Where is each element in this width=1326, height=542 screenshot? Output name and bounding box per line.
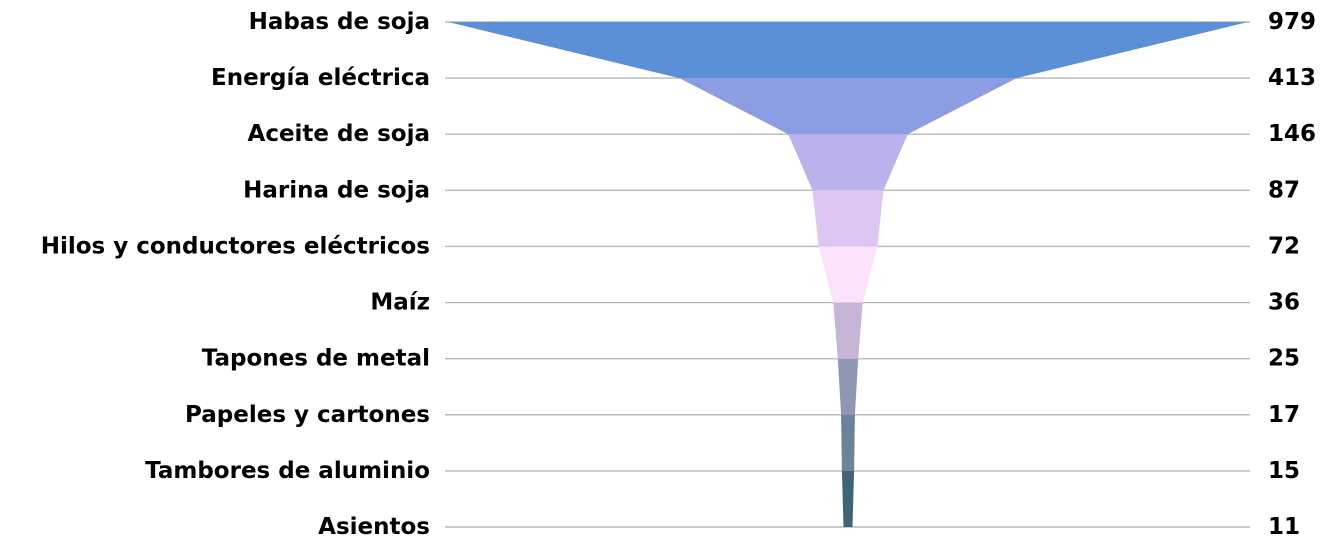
value-label: 87 <box>1268 177 1300 203</box>
value-label: 36 <box>1268 290 1300 316</box>
funnel-segment <box>448 22 1248 79</box>
value-label: 17 <box>1268 402 1300 428</box>
funnel-segment <box>841 414 855 471</box>
funnel-segment <box>679 78 1017 135</box>
value-label: 25 <box>1268 346 1300 372</box>
funnel-segment <box>818 246 878 303</box>
funnel-segment <box>788 134 908 191</box>
category-label: Hilos y conductores eléctricos <box>41 233 430 259</box>
value-labels: 979 413 146 87 72 36 25 17 15 11 <box>1268 9 1316 540</box>
category-label: Energía eléctrica <box>211 65 430 91</box>
category-label: Tapones de metal <box>202 346 430 372</box>
funnel-segment <box>833 302 863 359</box>
category-label: Asientos <box>318 514 430 540</box>
category-label: Harina de soja <box>243 177 430 203</box>
value-label: 979 <box>1268 9 1316 35</box>
value-label: 146 <box>1268 121 1316 147</box>
value-label: 413 <box>1268 65 1316 91</box>
category-label: Tambores de aluminio <box>145 458 430 484</box>
value-label: 72 <box>1268 233 1300 259</box>
category-label: Habas de soja <box>249 9 430 35</box>
funnel-segment <box>812 190 884 247</box>
funnel-segment <box>837 358 859 415</box>
category-label: Aceite de soja <box>248 121 430 147</box>
category-label: Maíz <box>370 290 430 316</box>
category-label: Papeles y cartones <box>185 402 430 428</box>
value-label: 11 <box>1268 514 1300 540</box>
funnel-segments <box>448 22 1248 527</box>
funnel-segment <box>841 470 855 527</box>
value-label: 15 <box>1268 458 1300 484</box>
category-labels: Habas de soja Energía eléctrica Aceite de… <box>41 9 430 540</box>
